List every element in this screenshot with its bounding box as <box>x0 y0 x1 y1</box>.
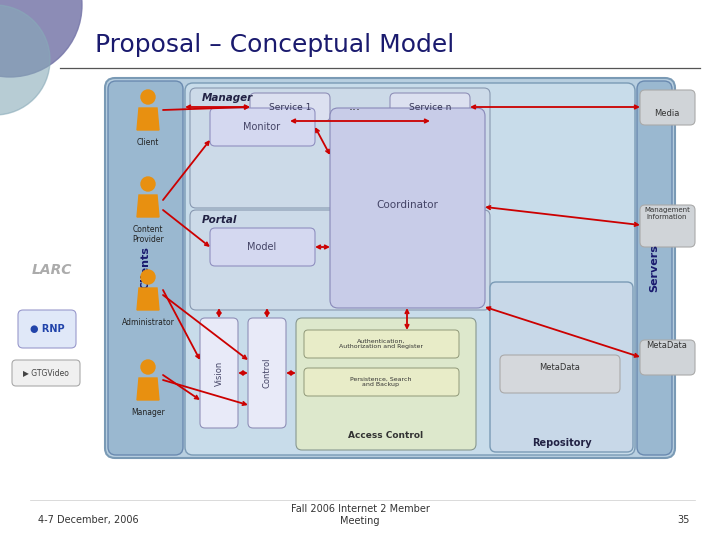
Text: MetaData: MetaData <box>647 341 688 350</box>
Polygon shape <box>137 195 159 217</box>
Text: Vision: Vision <box>215 360 223 386</box>
Text: Client: Client <box>137 138 159 147</box>
FancyBboxPatch shape <box>304 330 459 358</box>
Text: Authentication,
Authorization and Register: Authentication, Authorization and Regist… <box>339 339 423 349</box>
FancyBboxPatch shape <box>12 360 80 386</box>
FancyBboxPatch shape <box>250 93 330 121</box>
Circle shape <box>141 90 155 104</box>
Text: MetaData: MetaData <box>539 363 580 372</box>
Text: ▶ GTGVideo: ▶ GTGVideo <box>23 368 69 377</box>
Circle shape <box>141 270 155 284</box>
Text: Persistence, Search
and Backup: Persistence, Search and Backup <box>350 376 412 387</box>
Text: Media: Media <box>654 109 680 118</box>
Polygon shape <box>137 108 159 130</box>
Text: Servers: Servers <box>649 244 660 292</box>
Text: LARC: LARC <box>32 263 72 277</box>
FancyBboxPatch shape <box>190 210 490 310</box>
FancyBboxPatch shape <box>210 108 315 146</box>
FancyBboxPatch shape <box>248 318 286 428</box>
Text: Service 1: Service 1 <box>269 103 311 111</box>
Circle shape <box>0 0 82 77</box>
FancyBboxPatch shape <box>185 83 635 455</box>
FancyBboxPatch shape <box>296 318 476 450</box>
FancyBboxPatch shape <box>640 205 695 247</box>
Text: Proposal – Conceptual Model: Proposal – Conceptual Model <box>95 33 454 57</box>
FancyBboxPatch shape <box>105 78 675 458</box>
Text: Manager: Manager <box>131 408 165 417</box>
Text: Coordinator: Coordinator <box>376 200 438 210</box>
Text: ...: ... <box>349 100 361 113</box>
FancyBboxPatch shape <box>210 228 315 266</box>
Text: Clients: Clients <box>140 247 150 289</box>
Polygon shape <box>137 288 159 310</box>
Text: Service n: Service n <box>409 103 451 111</box>
FancyBboxPatch shape <box>500 355 620 393</box>
FancyBboxPatch shape <box>330 108 485 308</box>
Text: Content
Provider: Content Provider <box>132 225 164 245</box>
FancyBboxPatch shape <box>108 81 183 455</box>
Text: ● RNP: ● RNP <box>30 324 64 334</box>
Text: Fall 2006 Internet 2 Member
Meeting: Fall 2006 Internet 2 Member Meeting <box>291 504 429 526</box>
FancyBboxPatch shape <box>18 310 76 348</box>
Text: Monitor: Monitor <box>243 122 281 132</box>
FancyBboxPatch shape <box>637 81 672 455</box>
FancyBboxPatch shape <box>190 88 490 208</box>
Text: 35: 35 <box>678 515 690 525</box>
Text: Management
Information: Management Information <box>644 207 690 220</box>
Circle shape <box>141 177 155 191</box>
Text: Portal: Portal <box>202 215 238 225</box>
FancyBboxPatch shape <box>640 90 695 125</box>
Text: Administrator: Administrator <box>122 318 174 327</box>
Text: 4-7 December, 2006: 4-7 December, 2006 <box>38 515 139 525</box>
Text: Model: Model <box>248 242 276 252</box>
Circle shape <box>0 5 50 115</box>
Polygon shape <box>137 378 159 400</box>
Text: Access Control: Access Control <box>348 431 423 440</box>
Text: Control: Control <box>263 357 271 388</box>
FancyBboxPatch shape <box>640 340 695 375</box>
Circle shape <box>141 360 155 374</box>
FancyBboxPatch shape <box>304 368 459 396</box>
FancyBboxPatch shape <box>200 318 238 428</box>
Text: Repository: Repository <box>532 438 592 448</box>
FancyBboxPatch shape <box>490 282 633 452</box>
Text: Manager: Manager <box>202 93 253 103</box>
FancyBboxPatch shape <box>390 93 470 121</box>
